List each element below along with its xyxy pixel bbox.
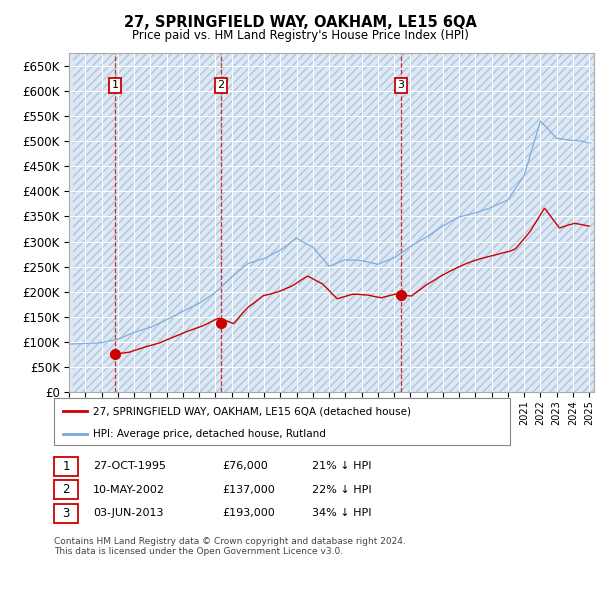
Text: 10-MAY-2002: 10-MAY-2002 <box>93 485 165 494</box>
Text: £193,000: £193,000 <box>222 509 275 518</box>
Text: 21% ↓ HPI: 21% ↓ HPI <box>312 461 371 471</box>
Text: 27-OCT-1995: 27-OCT-1995 <box>93 461 166 471</box>
Text: 22% ↓ HPI: 22% ↓ HPI <box>312 485 371 494</box>
Text: £137,000: £137,000 <box>222 485 275 494</box>
Text: 2: 2 <box>218 80 224 90</box>
Text: Contains HM Land Registry data © Crown copyright and database right 2024.
This d: Contains HM Land Registry data © Crown c… <box>54 537 406 556</box>
Text: £76,000: £76,000 <box>222 461 268 471</box>
Text: 03-JUN-2013: 03-JUN-2013 <box>93 509 163 518</box>
Text: 1: 1 <box>112 80 118 90</box>
Text: 3: 3 <box>397 80 404 90</box>
Text: 1: 1 <box>62 460 70 473</box>
Text: 3: 3 <box>62 507 70 520</box>
Text: 27, SPRINGFIELD WAY, OAKHAM, LE15 6QA (detached house): 27, SPRINGFIELD WAY, OAKHAM, LE15 6QA (d… <box>93 407 411 416</box>
Text: 34% ↓ HPI: 34% ↓ HPI <box>312 509 371 518</box>
Text: 2: 2 <box>62 483 70 496</box>
Text: Price paid vs. HM Land Registry's House Price Index (HPI): Price paid vs. HM Land Registry's House … <box>131 30 469 42</box>
Text: 27, SPRINGFIELD WAY, OAKHAM, LE15 6QA: 27, SPRINGFIELD WAY, OAKHAM, LE15 6QA <box>124 15 476 30</box>
Text: HPI: Average price, detached house, Rutland: HPI: Average price, detached house, Rutl… <box>93 429 326 438</box>
